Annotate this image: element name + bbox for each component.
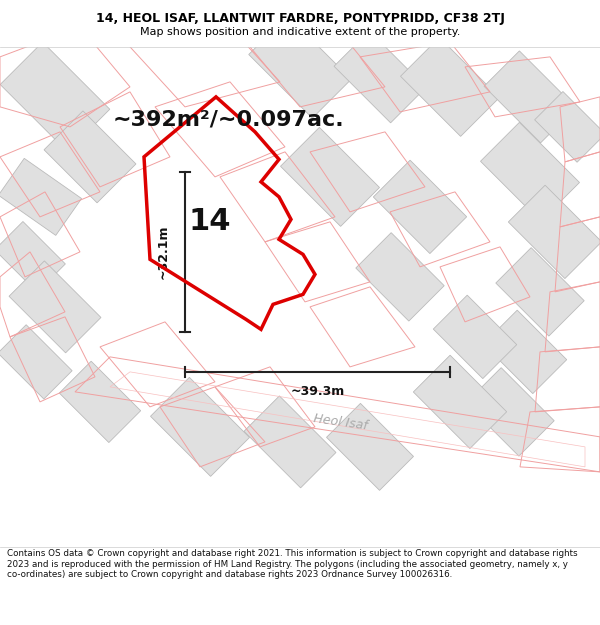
Text: ~32.1m: ~32.1m	[157, 224, 170, 279]
Polygon shape	[535, 91, 600, 162]
Polygon shape	[481, 122, 580, 221]
Polygon shape	[244, 396, 336, 488]
Polygon shape	[484, 51, 576, 143]
Text: Map shows position and indicative extent of the property.: Map shows position and indicative extent…	[140, 26, 460, 36]
Polygon shape	[249, 16, 351, 118]
Polygon shape	[326, 403, 413, 491]
Text: Contains OS data © Crown copyright and database right 2021. This information is : Contains OS data © Crown copyright and d…	[7, 549, 578, 579]
Polygon shape	[0, 42, 110, 152]
Text: 14, HEOL ISAF, LLANTWIT FARDRE, PONTYPRIDD, CF38 2TJ: 14, HEOL ISAF, LLANTWIT FARDRE, PONTYPRI…	[95, 12, 505, 25]
Polygon shape	[413, 355, 506, 449]
Polygon shape	[401, 38, 499, 136]
Polygon shape	[496, 248, 584, 336]
Polygon shape	[508, 185, 600, 279]
Text: ~392m²/~0.097ac.: ~392m²/~0.097ac.	[112, 109, 344, 129]
Polygon shape	[0, 158, 82, 236]
Polygon shape	[334, 31, 426, 123]
Polygon shape	[0, 221, 65, 292]
Polygon shape	[151, 378, 250, 476]
Polygon shape	[44, 111, 136, 203]
Polygon shape	[356, 232, 444, 321]
Polygon shape	[373, 160, 467, 254]
Polygon shape	[433, 295, 517, 379]
Polygon shape	[9, 261, 101, 353]
Polygon shape	[59, 361, 140, 442]
Polygon shape	[483, 310, 567, 394]
Text: 14: 14	[189, 208, 231, 236]
Text: ~39.3m: ~39.3m	[290, 386, 344, 398]
Polygon shape	[0, 325, 72, 399]
Polygon shape	[281, 127, 379, 226]
Polygon shape	[466, 368, 554, 456]
Text: Heol Isaf: Heol Isaf	[312, 412, 368, 432]
